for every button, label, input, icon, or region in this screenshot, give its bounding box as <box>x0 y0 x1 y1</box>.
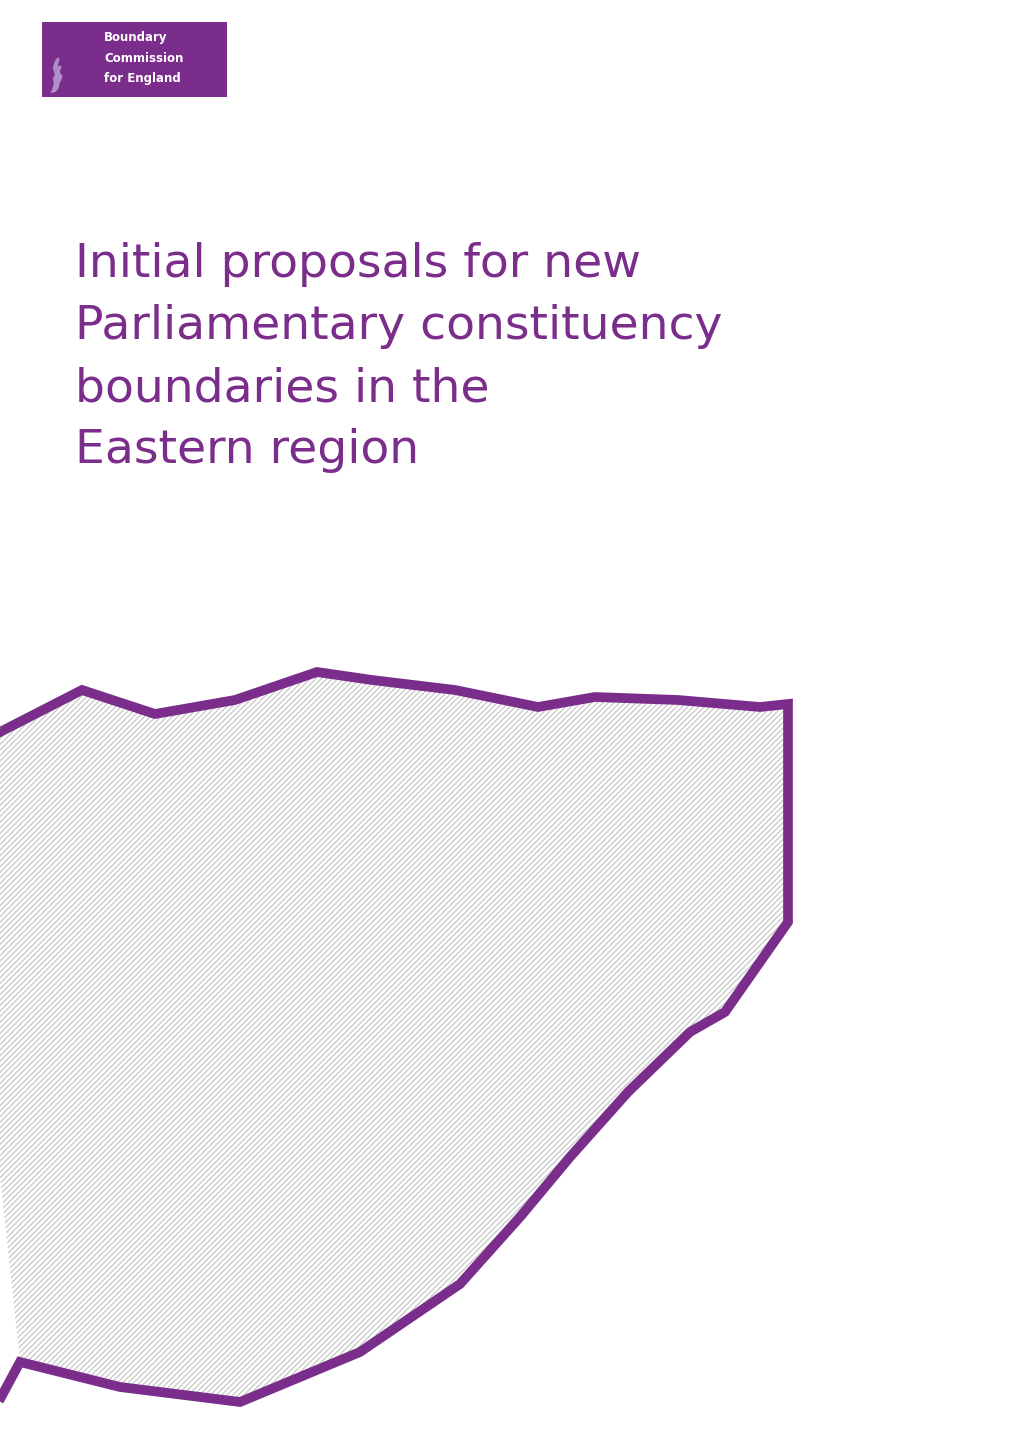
Text: boundaries in the: boundaries in the <box>75 366 489 411</box>
Polygon shape <box>0 672 788 1402</box>
Text: for England: for England <box>104 72 180 85</box>
Polygon shape <box>53 58 59 72</box>
Text: Parliamentary constituency: Parliamentary constituency <box>75 304 721 349</box>
FancyBboxPatch shape <box>42 22 227 97</box>
Text: Boundary: Boundary <box>104 30 167 45</box>
Polygon shape <box>50 65 62 92</box>
Text: Initial proposals for new: Initial proposals for new <box>75 242 640 287</box>
Text: Eastern region: Eastern region <box>75 428 419 473</box>
Text: Commission: Commission <box>104 52 183 65</box>
